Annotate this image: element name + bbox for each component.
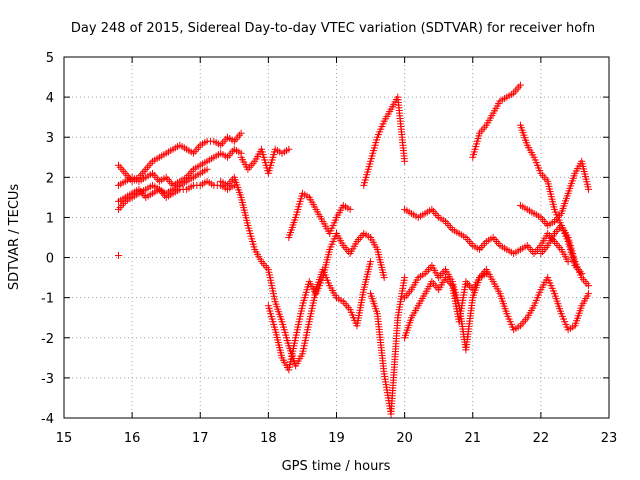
- data-point: [585, 282, 593, 290]
- data-point: [482, 270, 490, 278]
- chart-title: Day 248 of 2015, Sidereal Day-to-day VTE…: [71, 21, 595, 36]
- y-tick-label: 4: [46, 91, 54, 106]
- data-point: [285, 145, 293, 153]
- data-point: [203, 165, 211, 173]
- data-point: [564, 258, 572, 266]
- y-tick-label: 1: [46, 211, 54, 226]
- x-axis-label: GPS time / hours: [282, 459, 391, 474]
- y-tick-label: 0: [46, 252, 54, 267]
- data-point: [380, 274, 388, 282]
- y-tick-label: 3: [46, 131, 54, 146]
- data-point: [585, 290, 593, 298]
- y-tick-label: 2: [46, 171, 54, 186]
- y-tick-label: 5: [46, 51, 54, 66]
- x-tick-label: 15: [56, 431, 73, 446]
- data-point: [585, 185, 593, 193]
- data-point: [115, 252, 122, 260]
- x-tick-label: 21: [464, 431, 481, 446]
- data-point: [401, 274, 409, 282]
- x-tick-label: 18: [260, 431, 277, 446]
- grid-lines: [64, 57, 609, 418]
- y-tick-label: -4: [41, 412, 54, 427]
- data-point: [516, 81, 524, 89]
- y-tick-label: -3: [41, 372, 54, 387]
- axis-ticks: [63, 56, 610, 419]
- y-axis-label: SDTVAR / TECUs: [7, 184, 22, 291]
- data-point: [346, 205, 354, 213]
- y-tick-label: -1: [41, 292, 54, 307]
- x-tick-labels: 15 16 17 18 19 20 21 22 23: [56, 431, 618, 446]
- x-tick-label: 23: [601, 431, 618, 446]
- data-point: [237, 129, 245, 137]
- x-tick-label: 17: [192, 431, 209, 446]
- x-tick-label: 16: [124, 431, 141, 446]
- data-point: [401, 157, 409, 165]
- y-tick-label: -2: [41, 332, 54, 347]
- data-point: [367, 258, 375, 266]
- x-tick-label: 20: [396, 431, 413, 446]
- y-tick-labels: -4 -3 -2 -1 0 1 2 3 4 5: [41, 51, 54, 427]
- x-tick-label: 19: [328, 431, 345, 446]
- data-point: [578, 270, 586, 278]
- data-points: [115, 81, 593, 418]
- x-tick-label: 22: [533, 431, 550, 446]
